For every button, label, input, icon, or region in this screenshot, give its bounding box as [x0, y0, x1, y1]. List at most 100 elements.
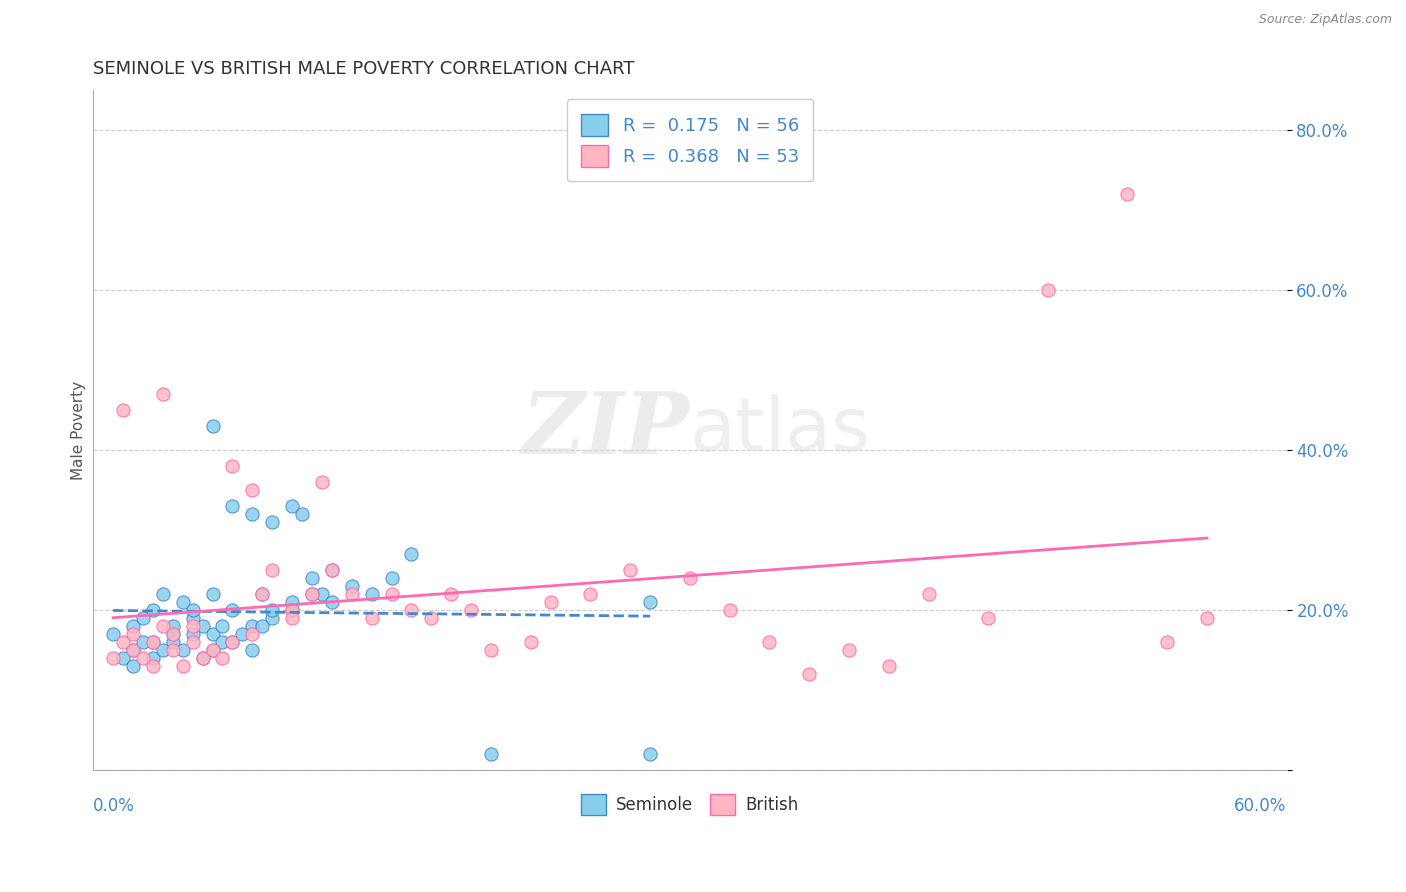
- Point: [221, 603, 243, 617]
- Text: 0.0%: 0.0%: [93, 797, 135, 814]
- Point: [301, 571, 323, 585]
- Point: [579, 587, 602, 601]
- Point: [281, 595, 304, 609]
- Point: [181, 635, 204, 649]
- Point: [181, 603, 204, 617]
- Point: [191, 651, 214, 665]
- Point: [917, 587, 939, 601]
- Point: [1156, 635, 1178, 649]
- Point: [311, 587, 333, 601]
- Point: [162, 643, 184, 657]
- Point: [142, 635, 165, 649]
- Point: [142, 651, 165, 665]
- Point: [977, 611, 1000, 625]
- Point: [172, 595, 194, 609]
- Point: [838, 643, 860, 657]
- Point: [240, 643, 263, 657]
- Point: [221, 635, 243, 649]
- Point: [122, 627, 145, 641]
- Point: [679, 571, 702, 585]
- Text: atlas: atlas: [690, 393, 870, 467]
- Point: [1036, 283, 1059, 297]
- Point: [380, 571, 402, 585]
- Point: [240, 507, 263, 521]
- Point: [201, 643, 224, 657]
- Point: [201, 419, 224, 434]
- Point: [401, 603, 423, 617]
- Point: [201, 587, 224, 601]
- Point: [211, 619, 233, 633]
- Point: [111, 651, 134, 665]
- Point: [221, 459, 243, 474]
- Point: [152, 587, 174, 601]
- Text: 60.0%: 60.0%: [1234, 797, 1286, 814]
- Point: [758, 635, 780, 649]
- Point: [420, 611, 443, 625]
- Point: [162, 627, 184, 641]
- Text: Source: ZipAtlas.com: Source: ZipAtlas.com: [1258, 13, 1392, 27]
- Point: [638, 747, 661, 761]
- Y-axis label: Male Poverty: Male Poverty: [72, 381, 86, 480]
- Point: [321, 563, 343, 577]
- Point: [540, 595, 562, 609]
- Point: [252, 587, 274, 601]
- Point: [321, 563, 343, 577]
- Point: [281, 499, 304, 513]
- Point: [619, 563, 641, 577]
- Point: [1116, 187, 1139, 202]
- Point: [162, 619, 184, 633]
- Point: [638, 595, 661, 609]
- Point: [101, 651, 124, 665]
- Point: [321, 595, 343, 609]
- Point: [262, 515, 284, 529]
- Point: [252, 587, 274, 601]
- Point: [401, 547, 423, 561]
- Point: [301, 587, 323, 601]
- Point: [340, 587, 363, 601]
- Point: [111, 635, 134, 649]
- Point: [211, 635, 233, 649]
- Point: [231, 627, 253, 641]
- Point: [101, 627, 124, 641]
- Point: [191, 619, 214, 633]
- Point: [281, 603, 304, 617]
- Point: [311, 475, 333, 489]
- Point: [201, 643, 224, 657]
- Point: [718, 603, 741, 617]
- Point: [360, 587, 382, 601]
- Legend: Seminole, British: Seminole, British: [574, 786, 807, 822]
- Point: [240, 619, 263, 633]
- Point: [142, 659, 165, 673]
- Point: [479, 747, 502, 761]
- Point: [262, 603, 284, 617]
- Point: [111, 403, 134, 417]
- Point: [440, 587, 463, 601]
- Point: [380, 587, 402, 601]
- Point: [172, 643, 194, 657]
- Point: [252, 619, 274, 633]
- Point: [877, 659, 900, 673]
- Point: [152, 387, 174, 401]
- Point: [262, 611, 284, 625]
- Point: [132, 611, 155, 625]
- Point: [301, 587, 323, 601]
- Point: [799, 667, 821, 681]
- Point: [122, 643, 145, 657]
- Point: [172, 659, 194, 673]
- Point: [340, 579, 363, 593]
- Point: [191, 651, 214, 665]
- Point: [142, 635, 165, 649]
- Point: [142, 603, 165, 617]
- Text: ZIP: ZIP: [522, 388, 690, 472]
- Point: [291, 507, 314, 521]
- Point: [152, 619, 174, 633]
- Point: [479, 643, 502, 657]
- Point: [262, 563, 284, 577]
- Point: [122, 643, 145, 657]
- Point: [181, 611, 204, 625]
- Point: [240, 483, 263, 497]
- Point: [162, 627, 184, 641]
- Point: [181, 619, 204, 633]
- Point: [1195, 611, 1218, 625]
- Point: [122, 619, 145, 633]
